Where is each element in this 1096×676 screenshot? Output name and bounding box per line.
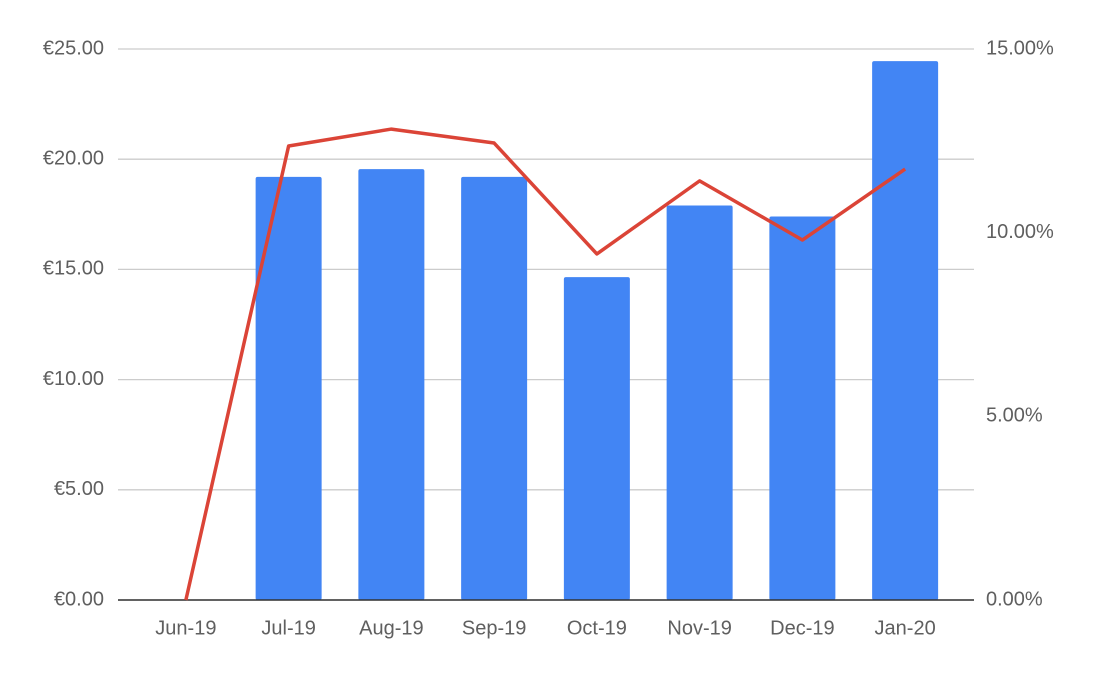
x-tick-label: Dec-19 xyxy=(770,617,834,639)
y-tick-label: €0.00 xyxy=(54,588,104,610)
x-tick-label: Aug-19 xyxy=(359,617,424,639)
y-tick-label: €20.00 xyxy=(43,147,104,169)
x-tick-label: Oct-19 xyxy=(567,617,627,639)
y-tick-label: €15.00 xyxy=(43,258,104,280)
x-tick-label: Jul-19 xyxy=(261,617,315,639)
y2-tick-label: 5.00% xyxy=(986,405,1043,427)
y2-tick-label: 0.00% xyxy=(986,588,1043,610)
y2-tick-label: 10.00% xyxy=(986,221,1054,243)
line xyxy=(184,127,907,601)
bar xyxy=(872,61,939,600)
y-tick-label: €5.00 xyxy=(54,478,104,500)
bar xyxy=(255,176,322,600)
bar xyxy=(563,277,630,600)
bar xyxy=(769,216,836,600)
x-tick-label: Nov-19 xyxy=(667,617,731,639)
x-tick-label: Jun-19 xyxy=(155,617,216,639)
bar xyxy=(666,205,733,600)
bar xyxy=(461,176,528,600)
y-tick-label: €10.00 xyxy=(43,368,104,390)
y2-tick-label: 15.00% xyxy=(986,37,1054,59)
bar xyxy=(358,169,425,601)
y-tick-label: €25.00 xyxy=(43,37,104,59)
x-tick-label: Sep-19 xyxy=(462,617,527,639)
x-tick-label: Jan-20 xyxy=(875,617,936,639)
